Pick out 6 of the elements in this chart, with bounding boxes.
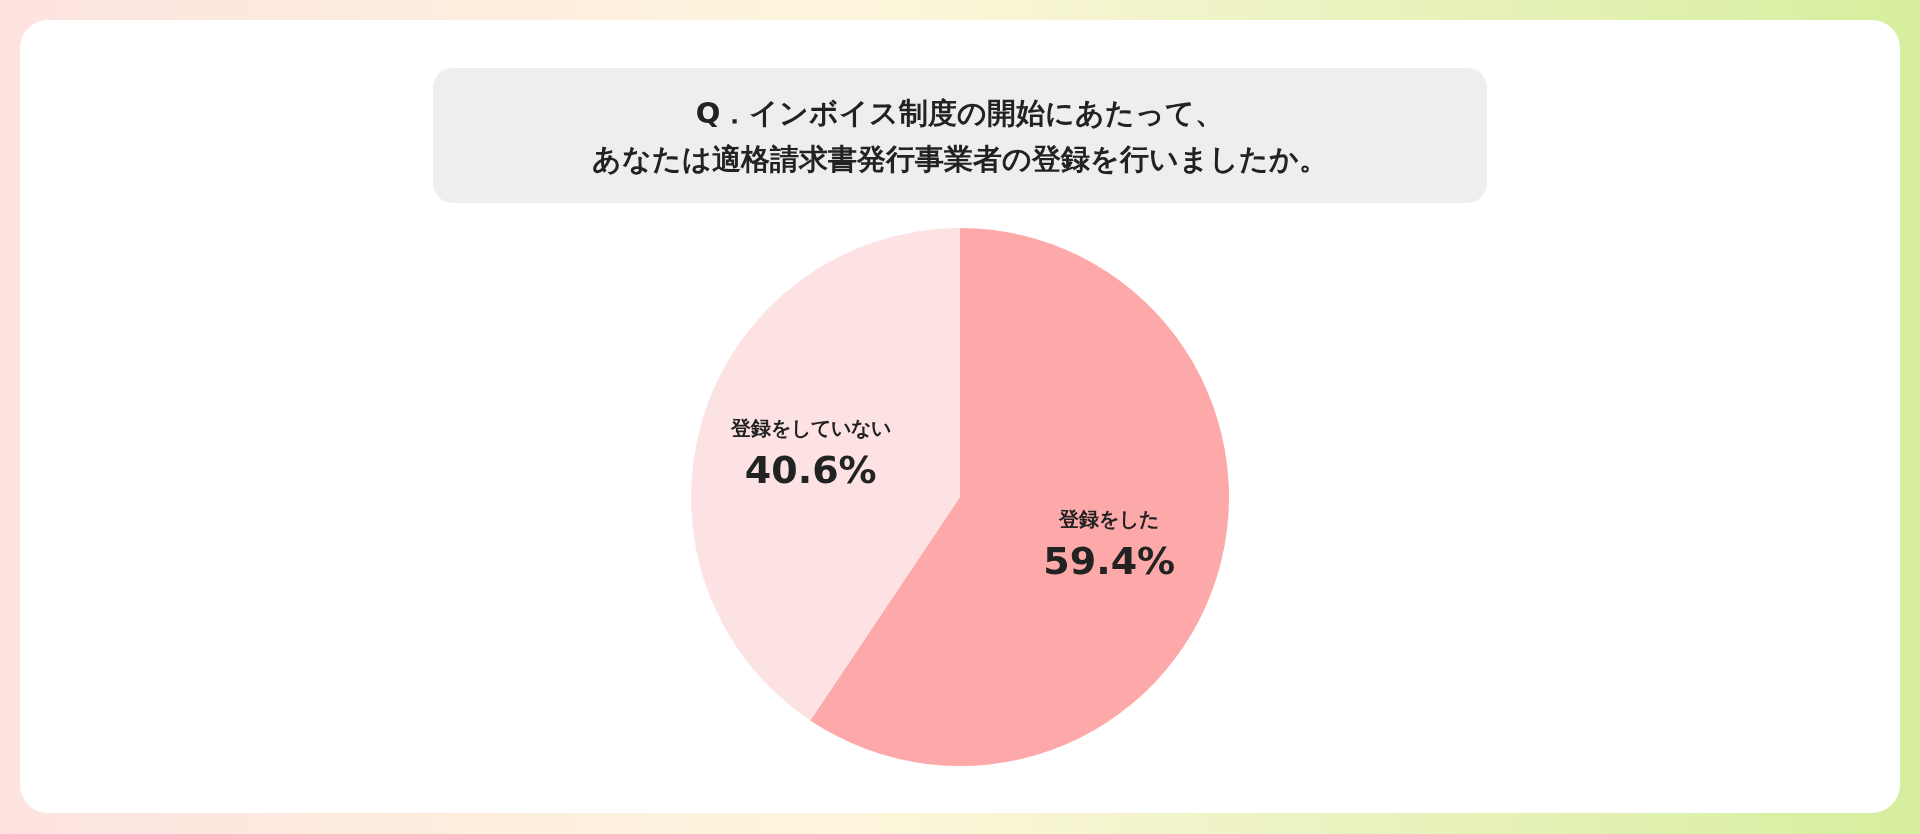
data-label: 59.4% — [1043, 539, 1176, 584]
data-label: 40.6% — [744, 448, 877, 493]
slice-label: 登録をしていない — [729, 415, 891, 440]
chart-subtitle: あなたは適格請求書発行事業者の登録を行いましたか。 — [592, 140, 1328, 178]
chart-title: Q．インボイス制度の開始にあたって、 — [695, 94, 1225, 132]
slice-label: 登録をした — [1058, 506, 1160, 531]
